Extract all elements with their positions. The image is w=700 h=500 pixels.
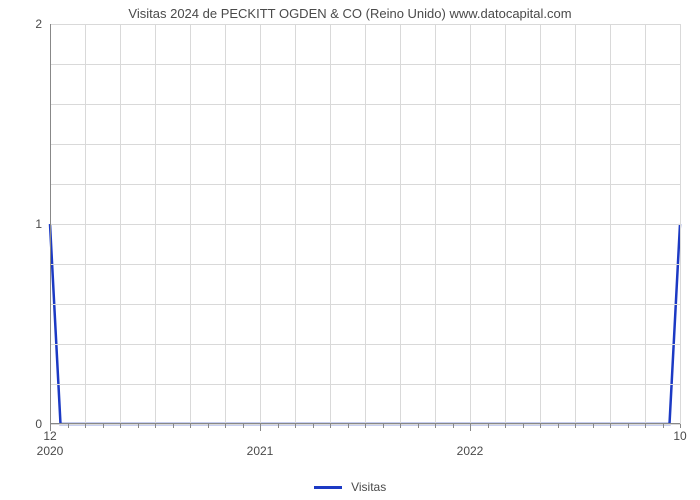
x-tick-label: 2020 (37, 444, 64, 458)
y-tick-label: 1 (35, 217, 50, 231)
grid-line-horizontal (50, 144, 680, 145)
x-tick-minor (103, 424, 104, 428)
x-tick-minor (575, 424, 576, 428)
x-end-month: 10 (673, 430, 686, 443)
x-tick-label: 2022 (457, 444, 484, 458)
x-tick-minor (593, 424, 594, 428)
chart-title: Visitas 2024 de PECKITT OGDEN & CO (Rein… (0, 6, 700, 21)
x-tick-minor (383, 424, 384, 428)
x-tick-minor (85, 424, 86, 428)
x-tick-minor (348, 424, 349, 428)
x-tick-minor (155, 424, 156, 428)
grid-line-horizontal (50, 384, 680, 385)
x-tick-minor (558, 424, 559, 428)
x-tick-minor (173, 424, 174, 428)
grid-line-vertical (680, 24, 681, 424)
x-tick-minor (680, 424, 681, 428)
chart-container: Visitas 2024 de PECKITT OGDEN & CO (Rein… (0, 0, 700, 500)
grid-line-horizontal (50, 304, 680, 305)
x-tick-label: 2021 (247, 444, 274, 458)
x-tick-minor (628, 424, 629, 428)
x-tick-minor (663, 424, 664, 428)
x-tick-minor (610, 424, 611, 428)
grid-line-horizontal (50, 24, 680, 25)
x-tick-minor (488, 424, 489, 428)
x-tick-minor (330, 424, 331, 428)
x-tick-minor (243, 424, 244, 428)
x-tick-minor (418, 424, 419, 428)
x-tick-minor (225, 424, 226, 428)
legend: Visitas (0, 479, 700, 494)
legend-swatch (314, 486, 342, 489)
axis-y (50, 24, 51, 424)
x-tick-major (470, 424, 471, 431)
x-tick-minor (505, 424, 506, 428)
legend-label: Visitas (351, 480, 386, 494)
x-tick-minor (208, 424, 209, 428)
grid-line-horizontal (50, 264, 680, 265)
x-tick-minor (278, 424, 279, 428)
plot-area: 0122020202120221210 (50, 24, 680, 424)
x-tick-minor (435, 424, 436, 428)
x-tick-minor (120, 424, 121, 428)
x-tick-minor (138, 424, 139, 428)
grid-line-horizontal (50, 184, 680, 185)
x-tick-minor (540, 424, 541, 428)
grid-line-horizontal (50, 224, 680, 225)
x-tick-major (260, 424, 261, 431)
y-tick-label: 2 (35, 17, 50, 31)
x-tick-minor (453, 424, 454, 428)
grid-line-horizontal (50, 344, 680, 345)
x-tick-minor (190, 424, 191, 428)
x-tick-minor (400, 424, 401, 428)
grid-line-horizontal (50, 64, 680, 65)
x-tick-minor (295, 424, 296, 428)
grid-line-horizontal (50, 104, 680, 105)
x-tick-minor (523, 424, 524, 428)
x-tick-minor (68, 424, 69, 428)
x-tick-minor (365, 424, 366, 428)
x-tick-minor (645, 424, 646, 428)
x-tick-minor (313, 424, 314, 428)
x-start-month: 12 (43, 430, 56, 443)
